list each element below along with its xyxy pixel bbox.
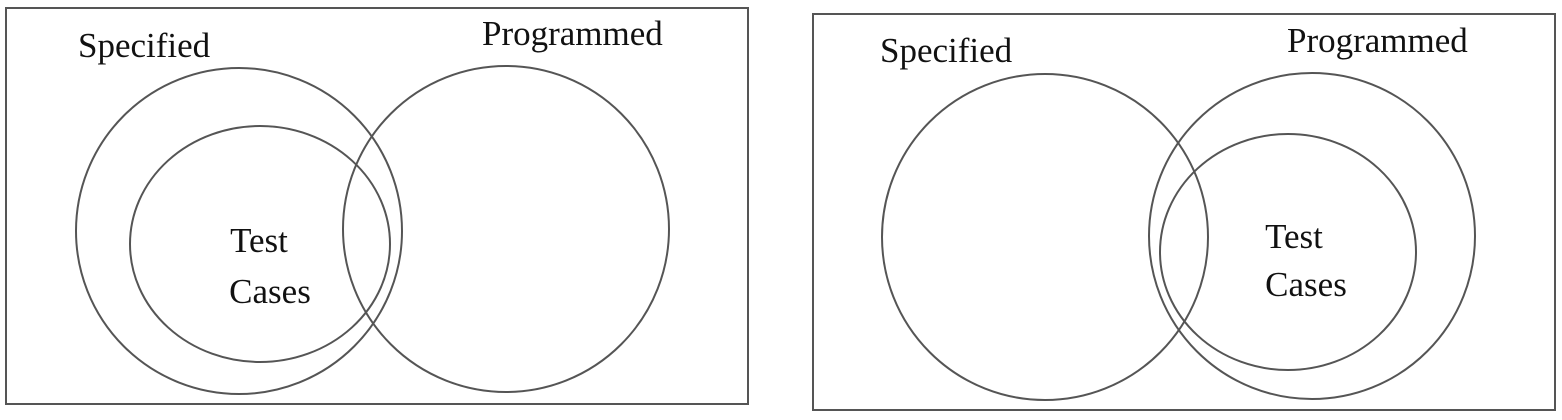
programmed-label-right: Programmed xyxy=(1287,21,1468,60)
specified-label-right: Specified xyxy=(880,31,1013,70)
test-cases-label-line2-left: Cases xyxy=(229,272,311,311)
venn-diagram-right: Specified Programmed Test Cases xyxy=(812,13,1556,411)
test-cases-label-line1-right: Test xyxy=(1265,217,1323,256)
test-cases-label-line1-left: Test xyxy=(230,221,288,260)
test-cases-label-line2-right: Cases xyxy=(1265,265,1347,304)
programmed-label-left: Programmed xyxy=(482,14,663,53)
specified-circle-right xyxy=(881,73,1209,401)
diagram-frame-left xyxy=(5,7,749,405)
specified-label-left: Specified xyxy=(78,26,211,65)
programmed-circle-right xyxy=(1148,72,1476,400)
test-cases-circle-left xyxy=(129,125,391,363)
diagram-frame-right xyxy=(812,13,1556,411)
programmed-circle-left xyxy=(342,65,670,393)
test-cases-circle-right xyxy=(1159,133,1417,371)
venn-diagram-left: Specified Programmed Test Cases xyxy=(5,7,749,405)
specified-circle-left xyxy=(75,67,403,395)
